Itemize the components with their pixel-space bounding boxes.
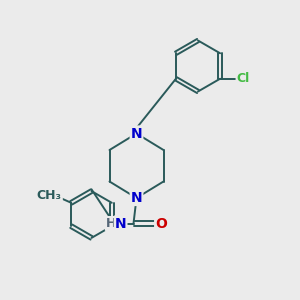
Text: N: N (131, 127, 142, 140)
Text: N: N (131, 191, 142, 205)
Text: CH₃: CH₃ (37, 189, 62, 202)
Text: H: H (106, 217, 116, 230)
Text: Cl: Cl (237, 72, 250, 85)
Text: N: N (115, 217, 126, 230)
Text: O: O (155, 217, 167, 230)
